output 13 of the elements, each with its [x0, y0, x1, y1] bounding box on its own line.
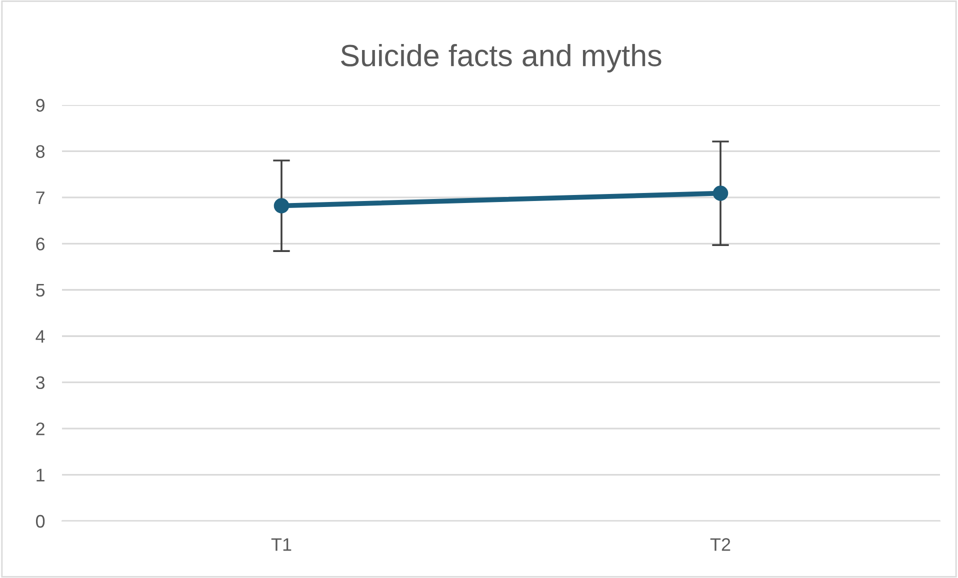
y-tick-label: 3	[36, 376, 45, 390]
y-tick-label: 5	[36, 284, 45, 297]
y-tick-label: 1	[36, 468, 44, 482]
chart-title: Suicide facts and myths	[341, 44, 662, 72]
y-tick-label: 9	[36, 98, 44, 112]
y-tick-label: 6	[36, 238, 45, 250]
x-tick-label: T1	[271, 538, 292, 551]
y-tick-label: 0	[36, 514, 45, 528]
y-tick-label: 8	[36, 145, 45, 158]
y-tick-label: 4	[36, 330, 45, 343]
x-tick-label: T2	[710, 538, 730, 551]
y-tick-label: 2	[36, 422, 44, 436]
y-tick-label: 7	[36, 192, 44, 204]
